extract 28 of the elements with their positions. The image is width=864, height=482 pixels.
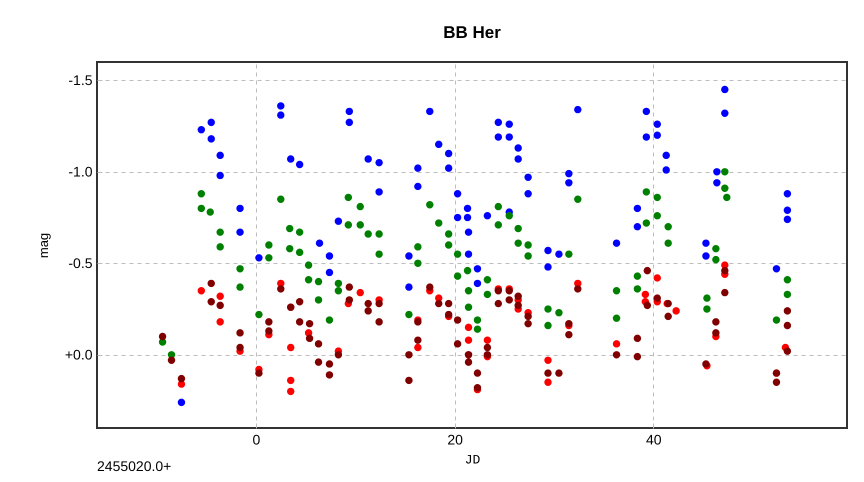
point [672, 307, 680, 315]
point [464, 336, 472, 344]
text: 2455020.0+ [97, 458, 172, 474]
point [642, 290, 650, 298]
point [544, 378, 552, 386]
point [414, 344, 422, 352]
y-tick-label: -1.0 [68, 163, 93, 180]
point [484, 336, 492, 344]
point [287, 376, 294, 384]
x-tick-label: 0 [252, 432, 261, 448]
x-tick-label: 40 [646, 432, 662, 448]
point [612, 340, 620, 348]
point [216, 318, 224, 326]
point [287, 388, 294, 396]
point [216, 292, 224, 300]
point [464, 324, 472, 332]
x-axis-title: JD [464, 452, 480, 468]
y-tick-label: -0.5 [68, 254, 93, 271]
y-tick-label: +0.0 [64, 346, 93, 362]
y-tick-label: -1.5 [68, 72, 93, 88]
point [654, 274, 661, 282]
x-tick-label: 20 [447, 432, 464, 448]
point [198, 287, 206, 294]
y-axis-title: mag [36, 232, 51, 258]
point [356, 288, 364, 296]
chart-title: BB Her [443, 23, 502, 42]
point [287, 344, 294, 352]
point [544, 356, 552, 364]
